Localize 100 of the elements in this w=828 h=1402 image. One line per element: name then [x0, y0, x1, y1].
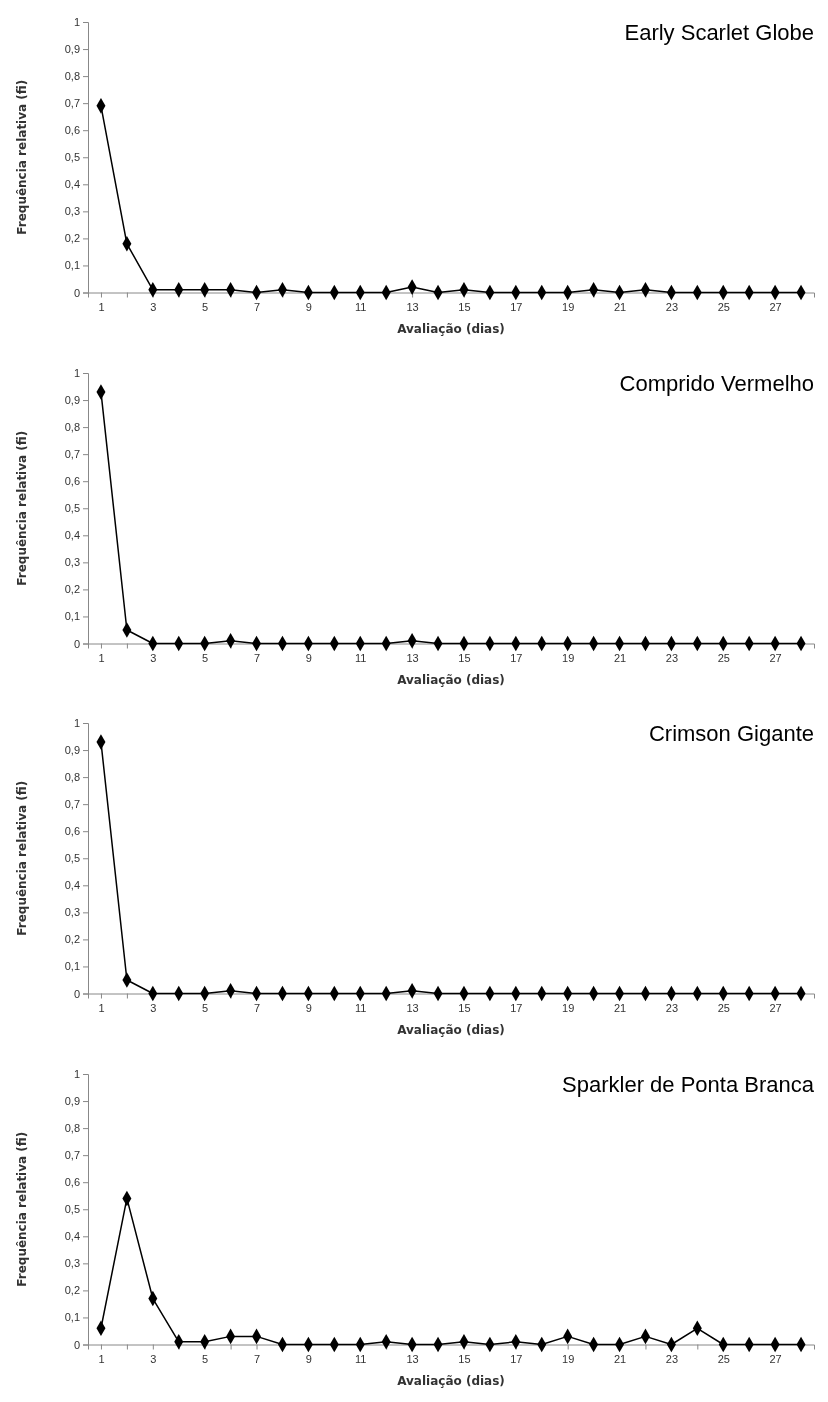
x-tick-label: 17	[510, 1002, 523, 1015]
x-tick-label: 27	[769, 1002, 782, 1015]
y-tick-label: 0,8	[64, 771, 80, 784]
x-tick-label: 13	[406, 301, 419, 314]
x-tick-label: 23	[665, 1002, 679, 1015]
chart-title: Crimson Gigante	[648, 721, 814, 746]
x-tick-label: 15	[458, 1002, 471, 1015]
x-tick-label: 21	[613, 651, 627, 664]
x-tick-label: 7	[253, 651, 261, 664]
x-tick-label: 5	[202, 301, 209, 314]
x-tick-label: 11	[355, 1002, 367, 1015]
y-tick-label: 0,3	[64, 555, 80, 568]
x-tick-label: 9	[305, 1002, 312, 1015]
x-tick-label: 11	[355, 651, 367, 664]
y-axis-title: Frequência relativa (fi)	[15, 430, 29, 586]
chart-title: Comprido Vermelho	[619, 370, 814, 396]
y-axis-title: Frequência relativa (fi)	[15, 79, 29, 235]
x-tick-label: 5	[202, 1002, 209, 1015]
x-tick-label: 3	[150, 651, 157, 664]
y-tick-label: 0,5	[64, 1202, 80, 1215]
chart-title: Sparkler de Ponta Branca	[562, 1071, 815, 1097]
y-tick-label: 0,2	[64, 582, 80, 595]
x-tick-label: 7	[253, 301, 261, 314]
x-tick-label: 21	[613, 1352, 627, 1365]
y-tick-label: 1	[73, 16, 80, 29]
x-tick-label: 23	[665, 651, 679, 664]
y-tick-label: 0,5	[64, 151, 80, 164]
x-axis-title: Avaliação (dias)	[397, 1022, 505, 1037]
x-tick-label: 19	[562, 1352, 575, 1365]
x-tick-label: 21	[613, 1002, 627, 1015]
x-tick-label: 21	[613, 301, 627, 314]
y-tick-label: 0,9	[64, 43, 80, 56]
y-tick-label: 0,5	[64, 501, 80, 514]
y-tick-label: 0,4	[64, 528, 80, 541]
x-tick-label: 13	[406, 651, 419, 664]
chart-title: Early Scarlet Globe	[624, 20, 814, 45]
y-tick-label: 0,6	[64, 474, 80, 487]
x-axis-title: Avaliação (dias)	[397, 1373, 505, 1387]
y-tick-label: 0,7	[64, 447, 80, 460]
y-tick-label: 0,7	[64, 798, 80, 811]
x-tick-label: 9	[305, 651, 312, 664]
y-tick-label: 0,3	[64, 205, 80, 218]
y-tick-label: 0,7	[64, 97, 80, 110]
x-axis-title: Avaliação (dias)	[397, 672, 505, 686]
x-tick-label: 5	[202, 651, 209, 664]
x-tick-label: 19	[562, 301, 575, 314]
x-tick-label: 23	[665, 1352, 679, 1365]
x-tick-label: 9	[305, 1352, 312, 1365]
y-tick-label: 0,9	[64, 744, 80, 757]
x-tick-label: 19	[562, 1002, 575, 1015]
y-tick-label: 1	[73, 717, 80, 730]
y-tick-label: 0	[73, 637, 80, 650]
y-tick-label: 0	[73, 286, 80, 299]
x-tick-label: 25	[717, 301, 730, 314]
x-tick-label: 11	[355, 301, 367, 314]
x-tick-label: 27	[769, 1352, 782, 1365]
y-tick-label: 0,1	[64, 1310, 80, 1323]
x-tick-label: 17	[510, 1352, 523, 1365]
y-tick-label: 0,4	[64, 879, 80, 892]
y-tick-label: 0,2	[64, 1283, 80, 1296]
x-tick-label: 3	[150, 1352, 157, 1365]
x-tick-label: 17	[510, 301, 523, 314]
x-tick-label: 25	[717, 651, 730, 664]
x-axis-title: Avaliação (dias)	[397, 321, 505, 336]
y-tick-label: 0,6	[64, 1175, 80, 1188]
x-tick-label: 11	[355, 1352, 367, 1365]
x-tick-label: 17	[510, 651, 523, 664]
x-tick-label: 1	[98, 1352, 105, 1365]
y-tick-label: 0,9	[64, 1094, 80, 1107]
y-tick-label: 0	[73, 987, 80, 1000]
x-tick-label: 9	[305, 301, 312, 314]
y-tick-label: 0,1	[64, 259, 80, 272]
y-axis-title: Frequência relativa (fi)	[15, 1131, 29, 1287]
y-tick-label: 0,7	[64, 1148, 80, 1161]
x-tick-label: 25	[717, 1352, 730, 1365]
y-tick-label: 1	[73, 366, 80, 379]
x-tick-label: 5	[202, 1352, 209, 1365]
x-tick-label: 19	[562, 651, 575, 664]
y-tick-label: 0,8	[64, 420, 80, 433]
x-tick-label: 3	[150, 1002, 157, 1015]
x-tick-label: 1	[98, 1002, 105, 1015]
x-tick-label: 15	[458, 301, 471, 314]
x-tick-label: 15	[458, 1352, 471, 1365]
y-tick-label: 0,4	[64, 1229, 80, 1242]
x-tick-label: 1	[98, 301, 105, 314]
y-tick-label: 0	[73, 1338, 80, 1351]
y-tick-label: 0,8	[64, 70, 80, 83]
y-tick-label: 0,4	[64, 178, 80, 191]
x-tick-label: 3	[150, 301, 157, 314]
y-tick-label: 0,2	[64, 933, 80, 946]
y-tick-label: 0,6	[64, 825, 80, 838]
x-tick-label: 13	[406, 1002, 419, 1015]
y-tick-label: 0,5	[64, 852, 80, 865]
y-tick-label: 0,3	[64, 906, 80, 919]
y-tick-label: 0,6	[64, 124, 80, 137]
y-axis-title: Frequência relativa (fi)	[15, 780, 29, 936]
y-tick-label: 0,9	[64, 393, 80, 406]
y-tick-label: 0,8	[64, 1121, 80, 1134]
x-tick-label: 1	[98, 651, 105, 664]
x-tick-label: 7	[253, 1002, 261, 1015]
